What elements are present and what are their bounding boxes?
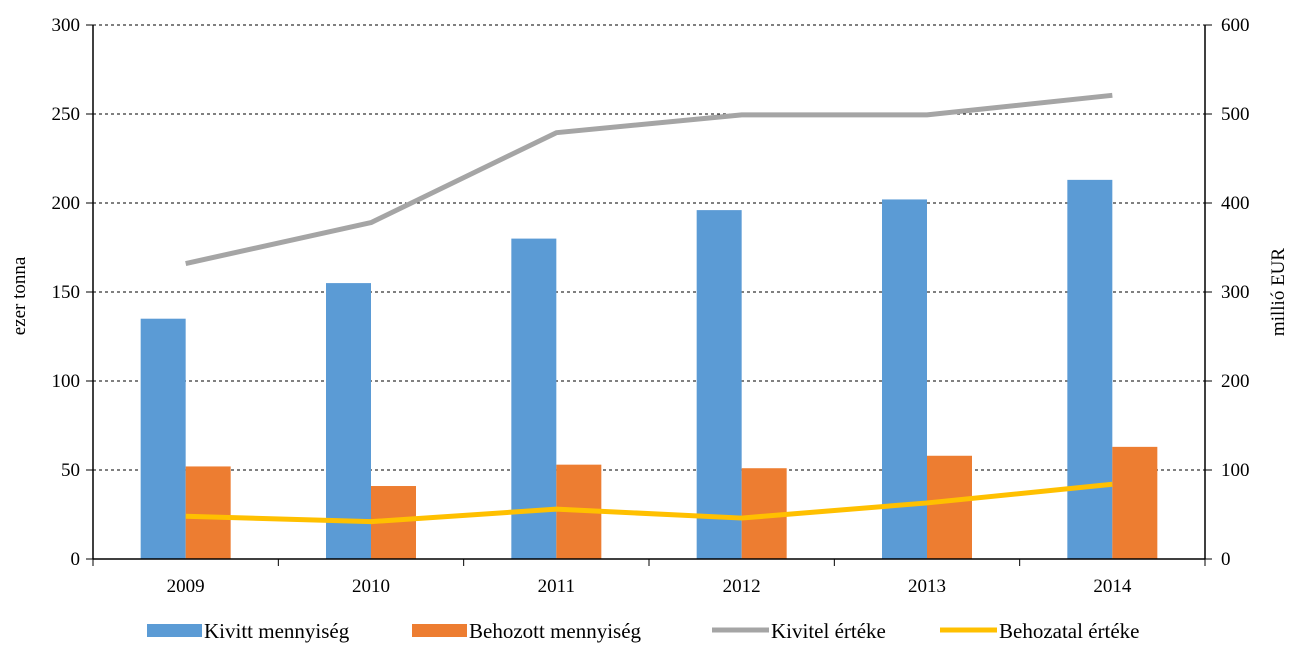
- y-tick-label: 100: [52, 371, 81, 392]
- bar-kivitt: [511, 238, 557, 559]
- y-axis-title: ezer tonna: [9, 256, 30, 335]
- line-kivitel: [185, 92, 1113, 266]
- x-tick-label: 2011: [538, 576, 575, 597]
- bar-kivitt: [1067, 179, 1113, 560]
- y2-tick-label: 100: [1221, 460, 1250, 481]
- y-tick-label: 200: [52, 193, 81, 214]
- bar-kivitt: [696, 210, 742, 559]
- y2-tick-label: 300: [1221, 282, 1250, 303]
- lines: [185, 92, 1113, 525]
- y2-tick-label: 0: [1221, 549, 1231, 570]
- axes: 0 50 100 150 200 250 300 0 100 200 300 400 500 600 200…: [52, 15, 1250, 597]
- y-tick-label: 0: [71, 549, 81, 570]
- legend-label: Kivitt mennyiség: [204, 619, 350, 643]
- x-tick-label: 2010: [352, 576, 390, 597]
- x-tick-label: 2012: [723, 576, 761, 597]
- x-tick-label: 2013: [908, 576, 946, 597]
- y-tick-label: 250: [52, 104, 81, 125]
- line-behozatal: [185, 481, 1113, 525]
- gridlines: [93, 24, 1205, 471]
- legend: Kivitt mennyiség Behozott mennyiség Kivite…: [147, 619, 1140, 643]
- y-tick-label: 300: [52, 15, 81, 36]
- x-tick-label: 2014: [1093, 576, 1132, 597]
- legend-swatch: [147, 624, 202, 637]
- legend-swatch: [412, 624, 467, 637]
- y2-tick-label: 600: [1221, 15, 1250, 36]
- bar-kivitt: [882, 199, 927, 559]
- legend-label: Kivitel értéke: [771, 619, 886, 643]
- x-tick-label: 2009: [167, 576, 205, 597]
- bar-behozott: [1112, 446, 1158, 559]
- bars: [140, 179, 1158, 560]
- legend-label: Behozatal értéke: [999, 619, 1140, 643]
- bar-kivitt: [326, 283, 371, 559]
- y2-tick-label: 400: [1221, 193, 1250, 214]
- y2-tick-label: 200: [1221, 371, 1250, 392]
- y-tick-label: 150: [52, 282, 81, 303]
- bar-behozott: [927, 455, 972, 559]
- bar-behozott: [185, 466, 231, 559]
- bar-kivitt: [140, 318, 186, 559]
- y2-tick-label: 500: [1221, 104, 1250, 125]
- y2-axis-title: millió EUR: [1268, 248, 1289, 336]
- legend-label: Behozott mennyiség: [469, 619, 642, 643]
- y-tick-label: 50: [61, 460, 80, 481]
